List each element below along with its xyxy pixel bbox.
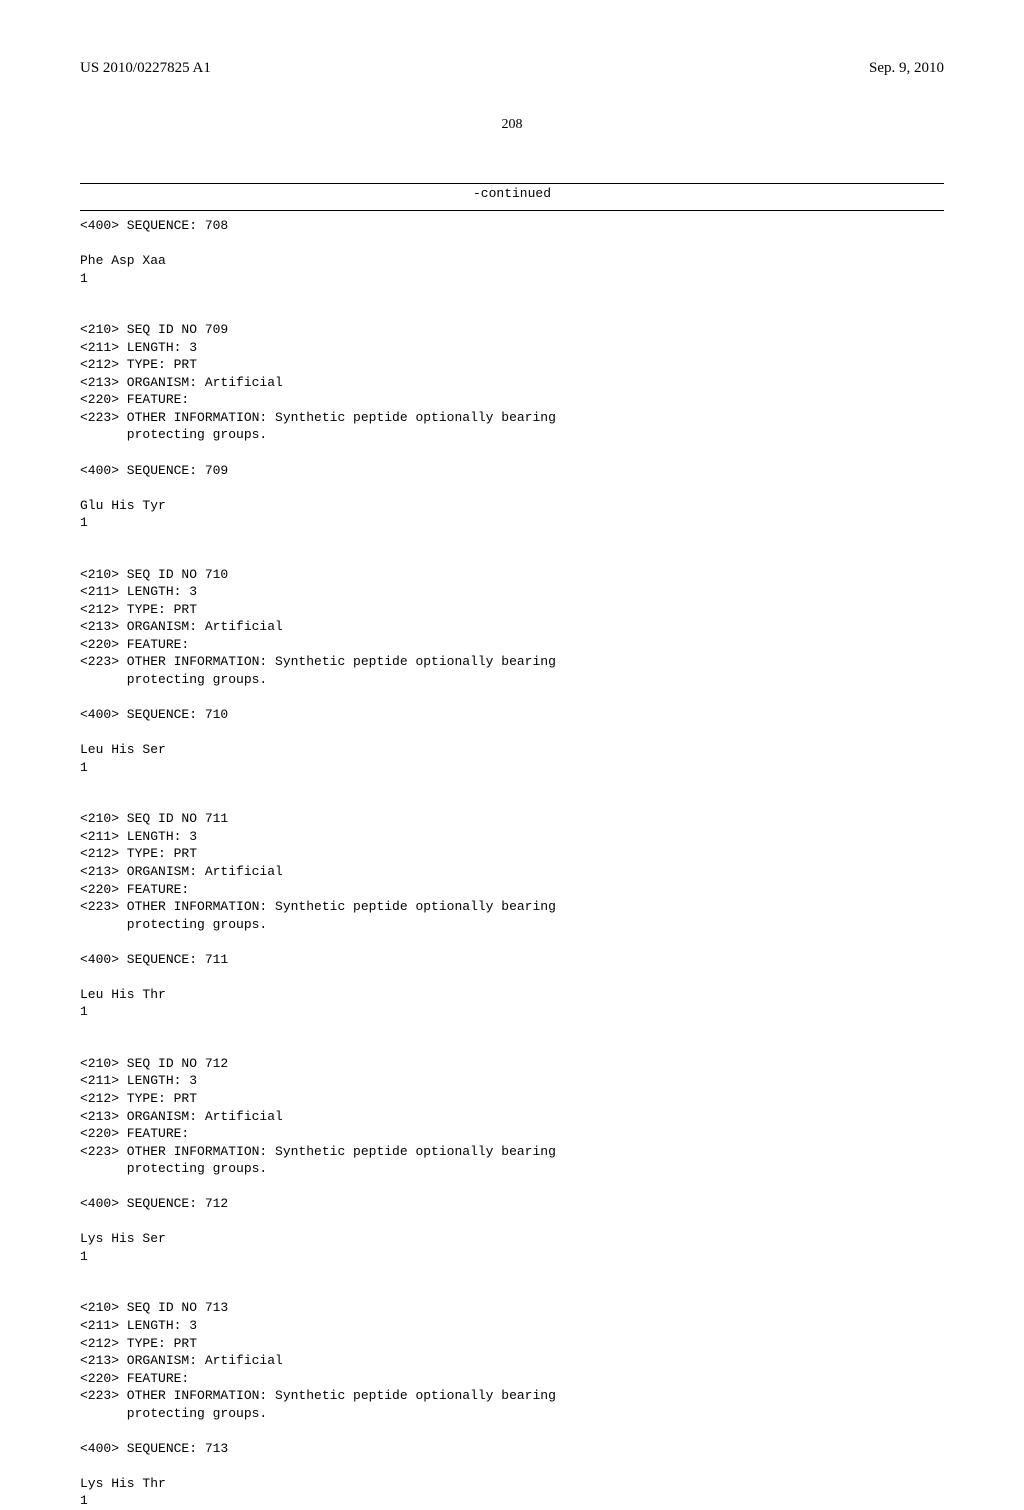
sequence-line: <213> ORGANISM: Artificial — [80, 863, 944, 881]
sequence-line: <220> FEATURE: — [80, 636, 944, 654]
sequence-line: <400> SEQUENCE: 708 — [80, 217, 944, 235]
sequence-line — [80, 1457, 944, 1475]
sequence-line: 1 — [80, 759, 944, 777]
sequence-line: <212> TYPE: PRT — [80, 845, 944, 863]
sequence-line: <213> ORGANISM: Artificial — [80, 1108, 944, 1126]
sequence-line: <212> TYPE: PRT — [80, 356, 944, 374]
continued-divider: -continued — [80, 183, 944, 202]
sequence-line: <211> LENGTH: 3 — [80, 828, 944, 846]
sequence-line: <223> OTHER INFORMATION: Synthetic pepti… — [80, 653, 944, 671]
sequence-block: <210> SEQ ID NO 709<211> LENGTH: 3<212> … — [80, 321, 944, 532]
sequence-line: <223> OTHER INFORMATION: Synthetic pepti… — [80, 409, 944, 427]
sequence-line — [80, 235, 944, 253]
sequence-line: <213> ORGANISM: Artificial — [80, 618, 944, 636]
sequence-line: <400> SEQUENCE: 711 — [80, 951, 944, 969]
sequence-line — [80, 1178, 944, 1196]
sequence-line — [80, 689, 944, 707]
sequence-line: <400> SEQUENCE: 710 — [80, 706, 944, 724]
sequence-line: protecting groups. — [80, 1160, 944, 1178]
sequence-line: protecting groups. — [80, 671, 944, 689]
sequence-line: <210> SEQ ID NO 712 — [80, 1055, 944, 1073]
sequence-line: <223> OTHER INFORMATION: Synthetic pepti… — [80, 1387, 944, 1405]
sequence-line: <220> FEATURE: — [80, 1125, 944, 1143]
sequence-line: Lys His Ser — [80, 1230, 944, 1248]
sequence-line: <213> ORGANISM: Artificial — [80, 374, 944, 392]
page-number: 208 — [80, 117, 944, 133]
sequence-line: <210> SEQ ID NO 711 — [80, 810, 944, 828]
sequence-line: <211> LENGTH: 3 — [80, 583, 944, 601]
sequence-line: 1 — [80, 1248, 944, 1266]
sequence-line: <211> LENGTH: 3 — [80, 1072, 944, 1090]
sequence-block: <210> SEQ ID NO 713<211> LENGTH: 3<212> … — [80, 1299, 944, 1510]
sequence-line: <211> LENGTH: 3 — [80, 339, 944, 357]
sequence-line: <400> SEQUENCE: 713 — [80, 1440, 944, 1458]
bottom-rule — [80, 210, 944, 211]
sequence-line — [80, 933, 944, 951]
sequence-line — [80, 1213, 944, 1231]
sequence-line: <220> FEATURE: — [80, 881, 944, 899]
sequence-line — [80, 968, 944, 986]
sequence-line: Leu His Ser — [80, 741, 944, 759]
sequence-line: protecting groups. — [80, 916, 944, 934]
sequence-block: <210> SEQ ID NO 710<211> LENGTH: 3<212> … — [80, 566, 944, 777]
sequence-line: 1 — [80, 1003, 944, 1021]
sequence-line: <220> FEATURE: — [80, 1370, 944, 1388]
sequence-line: <400> SEQUENCE: 709 — [80, 462, 944, 480]
continued-label: -continued — [467, 186, 557, 201]
sequence-line: <210> SEQ ID NO 713 — [80, 1299, 944, 1317]
sequence-line — [80, 479, 944, 497]
sequence-line: Phe Asp Xaa — [80, 252, 944, 270]
publication-date: Sep. 9, 2010 — [869, 60, 944, 77]
sequence-line: <210> SEQ ID NO 710 — [80, 566, 944, 584]
sequence-listing: <400> SEQUENCE: 708 Phe Asp Xaa1<210> SE… — [80, 217, 944, 1510]
sequence-line: Lys His Thr — [80, 1475, 944, 1493]
sequence-line: <210> SEQ ID NO 709 — [80, 321, 944, 339]
sequence-line: <400> SEQUENCE: 712 — [80, 1195, 944, 1213]
sequence-line: Glu His Tyr — [80, 497, 944, 515]
sequence-line: 1 — [80, 1492, 944, 1510]
publication-number: US 2010/0227825 A1 — [80, 60, 211, 77]
sequence-line: <212> TYPE: PRT — [80, 1090, 944, 1108]
sequence-line — [80, 1422, 944, 1440]
sequence-line: protecting groups. — [80, 426, 944, 444]
sequence-line: <220> FEATURE: — [80, 391, 944, 409]
sequence-line: <213> ORGANISM: Artificial — [80, 1352, 944, 1370]
sequence-line: <223> OTHER INFORMATION: Synthetic pepti… — [80, 1143, 944, 1161]
sequence-line: <212> TYPE: PRT — [80, 601, 944, 619]
sequence-line: 1 — [80, 514, 944, 532]
sequence-line: Leu His Thr — [80, 986, 944, 1004]
sequence-line: 1 — [80, 270, 944, 288]
sequence-block: <400> SEQUENCE: 708 Phe Asp Xaa1 — [80, 217, 944, 287]
document-header: US 2010/0227825 A1 Sep. 9, 2010 — [80, 60, 944, 77]
sequence-line: protecting groups. — [80, 1405, 944, 1423]
sequence-line — [80, 444, 944, 462]
sequence-block: <210> SEQ ID NO 711<211> LENGTH: 3<212> … — [80, 810, 944, 1021]
sequence-block: <210> SEQ ID NO 712<211> LENGTH: 3<212> … — [80, 1055, 944, 1266]
sequence-line: <223> OTHER INFORMATION: Synthetic pepti… — [80, 898, 944, 916]
sequence-line: <212> TYPE: PRT — [80, 1335, 944, 1353]
top-rule — [80, 183, 944, 184]
sequence-line — [80, 724, 944, 742]
